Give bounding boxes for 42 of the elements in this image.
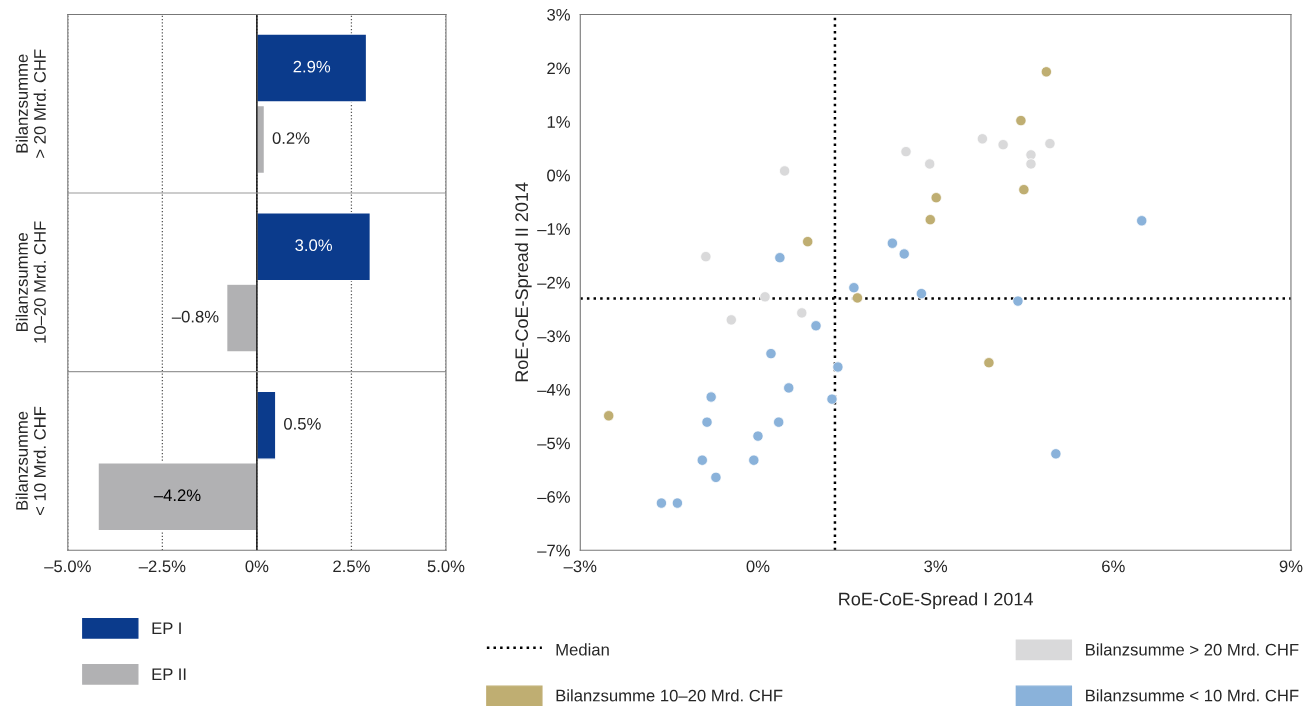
legend-label: EP I [152, 622, 181, 634]
x-tick-label: 3% [924, 560, 948, 573]
y-tick-label: 3% [547, 8, 570, 21]
data-label: –4.2% [153, 489, 201, 502]
legend-label: Bilanzsumme < 10 Mrd. CHF [1086, 689, 1299, 702]
y-tick-label: –6% [537, 491, 570, 503]
y-tick-label: Bilanzsumme < 10 Mrd. CHF [15, 406, 46, 515]
x-tick-label: –2.5% [138, 560, 186, 573]
y-tick-label: –1% [537, 223, 570, 235]
y-tick-label: 0% [547, 169, 570, 182]
y-tick-label: Bilanzsumme 10–20 Mrd. CHF [15, 221, 46, 343]
x-tick-label: 0% [746, 560, 770, 573]
x-tick-label: 9% [1279, 560, 1303, 573]
x-tick-label: 6% [1102, 560, 1125, 573]
y-axis-title: RoE-CoE-Spread II 2014 [514, 182, 532, 382]
y-tick-label: –4% [537, 383, 570, 396]
x-tick-label: 0% [245, 560, 269, 573]
data-label: 3.0% [295, 239, 333, 252]
x-tick-label: 5.0% [427, 560, 465, 573]
bar [97, 462, 258, 532]
data-label: 2.9% [293, 60, 331, 73]
data-label: 0.5% [284, 417, 321, 430]
y-tick-label: Bilanzsumme > 20 Mrd. CHF [15, 49, 46, 158]
y-tick-label: –5% [537, 437, 570, 450]
legend-label: Bilanzsumme 10–20 Mrd. CHF [556, 689, 783, 702]
bar [256, 33, 368, 103]
y-tick-label: 1% [547, 116, 570, 128]
y-tick-label: –7% [537, 544, 570, 557]
y-tick-label: –2% [537, 276, 570, 289]
y-tick-label: 2% [547, 62, 570, 75]
bar [225, 283, 258, 353]
x-axis-title: RoE-CoE-Spread I 2014 [839, 592, 1033, 609]
data-label: 0.2% [272, 132, 310, 144]
x-tick-label: –5.0% [44, 560, 91, 573]
x-tick-label: –3% [563, 560, 597, 573]
legend-label: Median [556, 643, 609, 656]
bar [256, 212, 372, 282]
x-tick-label: 2.5% [333, 560, 370, 573]
legend-label: EP II [152, 668, 186, 680]
legend-label: Bilanzsumme > 20 Mrd. CHF [1086, 643, 1299, 656]
y-tick-label: –3% [537, 330, 570, 343]
data-label: –0.8% [171, 310, 219, 323]
